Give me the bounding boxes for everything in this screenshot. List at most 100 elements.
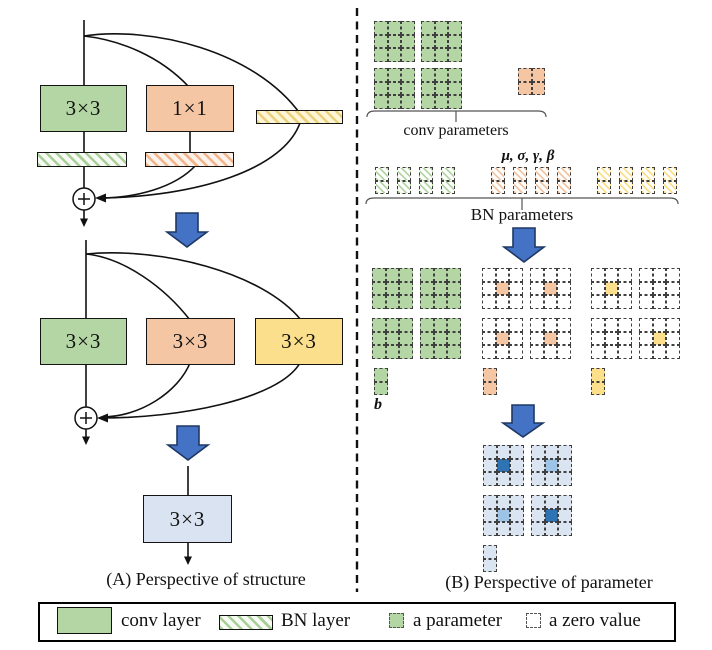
cell [518, 81, 532, 95]
cell [483, 545, 497, 559]
cell [387, 21, 401, 35]
cell [387, 48, 401, 62]
cell [604, 281, 618, 295]
cell [652, 318, 666, 332]
cell [385, 281, 399, 295]
bn-param-yellow-3 [641, 167, 655, 194]
cell [510, 508, 524, 522]
cell [433, 345, 447, 359]
cell [387, 34, 401, 48]
bn-param-orange-1 [491, 167, 505, 194]
cell [448, 95, 462, 109]
cell [401, 95, 415, 109]
cell [639, 295, 653, 309]
cell [591, 381, 605, 395]
conv3x3-label: 3×3 [281, 329, 317, 353]
cell [591, 318, 605, 332]
cell [530, 295, 544, 309]
cell [495, 318, 509, 332]
cell [531, 472, 545, 486]
cell [496, 508, 510, 522]
bn-param-green-3 [419, 167, 433, 194]
fused-green-a1 [372, 268, 413, 309]
cell [618, 331, 632, 345]
fused-conv3x3-box-green: 3×3 [40, 318, 127, 365]
cell [557, 345, 571, 359]
cell [496, 522, 510, 536]
cell [557, 295, 571, 309]
cell [374, 68, 388, 82]
cell [496, 445, 510, 459]
cell [496, 495, 510, 509]
cell [375, 180, 389, 194]
transform-arrow-3 [501, 227, 547, 263]
final-kernel-4 [531, 495, 572, 536]
fused-orange-a2 [530, 268, 571, 309]
cell [591, 368, 605, 382]
conv1x1-label: 1×1 [172, 96, 208, 120]
cell [421, 95, 435, 109]
cell [482, 295, 496, 309]
legend-parameter-swatch [389, 613, 404, 628]
bn-bar-identity-branch [256, 110, 343, 124]
cell [374, 48, 388, 62]
bn-param-green-2 [397, 167, 411, 194]
cell [385, 331, 399, 345]
sum-input-arrowhead-mid [97, 413, 108, 423]
fused-identity-a2 [639, 268, 680, 309]
cell [495, 331, 509, 345]
cell [421, 48, 435, 62]
cell [639, 331, 653, 345]
output-arrowhead-top [80, 218, 88, 227]
fused-green-b2 [420, 318, 461, 359]
cell [639, 268, 653, 282]
cell [482, 331, 496, 345]
cell [557, 268, 571, 282]
cell [441, 180, 455, 194]
cell [385, 268, 399, 282]
legend-zero-value-swatch [526, 613, 541, 628]
cell [510, 458, 524, 472]
cell [666, 295, 680, 309]
cell [420, 345, 434, 359]
cell [666, 318, 680, 332]
cell [535, 167, 549, 181]
cell [374, 21, 388, 35]
cell [420, 331, 434, 345]
cell [419, 167, 433, 181]
sum-input-arrowhead-top [95, 193, 106, 203]
cell [447, 281, 461, 295]
cell [401, 34, 415, 48]
cell [543, 268, 557, 282]
cell [374, 34, 388, 48]
cell [663, 167, 677, 181]
cell [372, 331, 386, 345]
sum-node-top [72, 187, 96, 211]
cell [509, 345, 523, 359]
bn-param-yellow-4 [663, 167, 677, 194]
cell [397, 180, 411, 194]
bn-param-orange-2 [513, 167, 527, 194]
cell [618, 281, 632, 295]
conv-params-brace [366, 110, 547, 122]
fused-identity-b2 [639, 318, 680, 359]
cell [652, 295, 666, 309]
cell [619, 180, 633, 194]
transform-arrow-4 [500, 404, 546, 438]
legend-bn-layer-label: BN layer [281, 610, 351, 631]
bn-param-green-1 [375, 167, 389, 194]
bn-param-green-4 [441, 167, 455, 194]
cell [604, 331, 618, 345]
cell [495, 281, 509, 295]
cell [652, 331, 666, 345]
cell [483, 472, 497, 486]
cell [433, 331, 447, 345]
cell [544, 522, 558, 536]
cell [399, 318, 413, 332]
cell [419, 180, 433, 194]
cell [641, 180, 655, 194]
cell [618, 318, 632, 332]
final-conv3x3-box: 3×3 [143, 495, 232, 543]
cell [597, 167, 611, 181]
